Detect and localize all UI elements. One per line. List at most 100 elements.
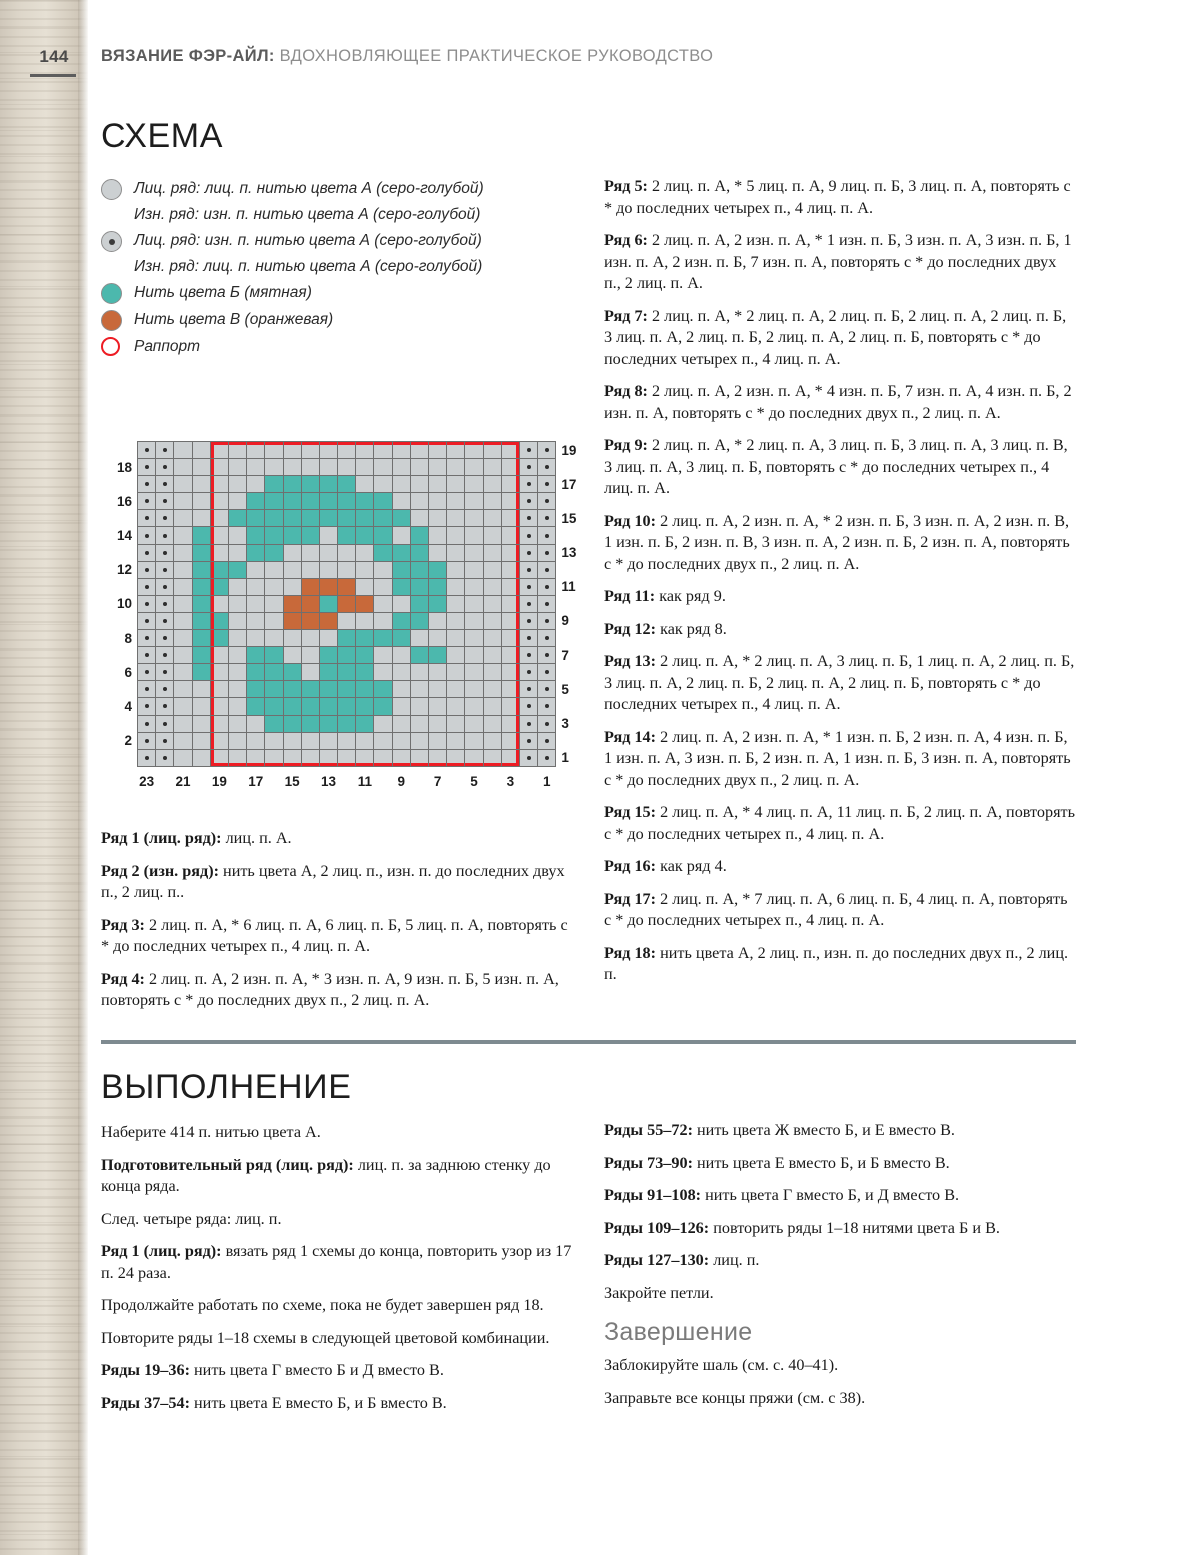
chart-cell	[173, 577, 193, 596]
instruction-text: 2 лиц. п. А, 2 изн. п. А, * 2 изн. п. Б,…	[604, 511, 1070, 573]
chart-cell	[136, 714, 157, 733]
instruction-paragraph: Наберите 414 п. нитью цвета А.	[101, 1122, 573, 1144]
chart-cell	[318, 560, 339, 579]
chart-cell	[282, 526, 302, 545]
chart-rows-right-column: Ряд 5: 2 лиц. п. А, * 5 лиц. п. А, 9 лиц…	[604, 176, 1076, 997]
chart-cell	[500, 577, 520, 596]
instruction-text: Продолжайте работать по схеме, пока не б…	[101, 1296, 544, 1314]
chart-cell	[482, 731, 502, 750]
chart-cell	[373, 697, 393, 716]
chart-cell	[500, 611, 520, 631]
page-edge-texture	[0, 0, 88, 1555]
instruction-paragraph: Ряд 7: 2 лиц. п. А, * 2 лиц. п. А, 2 лиц…	[604, 306, 1076, 371]
chart-cell	[518, 611, 539, 631]
chart-cell	[264, 509, 284, 528]
chart-cell	[446, 611, 466, 631]
chart-cell	[427, 440, 448, 460]
instruction-paragraph: Заправьте все концы пряжи (см. с 38).	[604, 1388, 1076, 1410]
chart-cell	[191, 646, 211, 665]
chart-column-label	[374, 766, 392, 793]
chart-cell	[282, 680, 302, 699]
chart-cell	[518, 526, 539, 545]
chart-cell	[355, 594, 375, 613]
chart-column-label: 19	[211, 774, 227, 790]
instruction-label: Подготовительный ряд (лиц. ряд):	[101, 1155, 354, 1174]
chart-cell	[173, 697, 193, 716]
chart-cell	[464, 611, 484, 631]
chart-cell	[227, 526, 248, 545]
chart-cell	[300, 492, 320, 511]
legend-row: Лиц. ряд: изн. п. нитью цвета А (серо-го…	[101, 228, 571, 280]
chart-cell	[136, 475, 157, 494]
chart-cell	[518, 663, 539, 682]
chart-cell	[409, 440, 430, 460]
chart-cell	[209, 697, 229, 716]
chart-cell	[409, 594, 430, 613]
chart-cell	[391, 697, 411, 716]
instruction-label: Ряд 12:	[604, 619, 657, 638]
chart-cell	[136, 611, 157, 631]
chart-cell	[209, 475, 229, 494]
chart-cell	[409, 748, 430, 767]
chart-cell	[264, 458, 284, 477]
chart-row: 3	[101, 714, 592, 733]
chart-cell	[282, 577, 302, 596]
chart-cell	[537, 543, 557, 562]
chart-cell	[191, 560, 211, 579]
chart-cell	[337, 629, 357, 648]
chart-cell	[209, 458, 229, 477]
chart-cell	[136, 492, 157, 511]
chart-cell	[391, 680, 411, 699]
chart-cell	[355, 475, 375, 494]
chart-column-label	[156, 766, 174, 793]
chart-row-label-left	[101, 715, 138, 732]
instruction-paragraph: Ряды 55–72: нить цвета Ж вместо Б, и Е в…	[604, 1120, 1076, 1142]
chart-cell	[209, 509, 229, 528]
chart-cell	[391, 663, 411, 682]
chart-cell	[464, 458, 484, 477]
chart-row-label-left: 10	[116, 596, 132, 612]
chart-cell	[537, 560, 557, 579]
chart-cell	[537, 458, 557, 477]
chart-row: 6	[101, 663, 592, 682]
chart-cell	[391, 458, 411, 477]
chart-cell	[300, 475, 320, 494]
chart-cell	[391, 629, 411, 648]
chart-cell	[282, 440, 302, 460]
chart-cell	[227, 577, 248, 596]
chart-cell	[136, 458, 157, 477]
chart-cell	[300, 646, 320, 665]
chart-cell	[282, 594, 302, 613]
chart-cell	[518, 577, 539, 596]
chart-cell	[227, 492, 248, 511]
chart-cell	[355, 577, 375, 596]
chart-cell	[136, 577, 157, 596]
chart-cell	[500, 714, 520, 733]
instruction-text: 2 лиц. п. А, * 2 лиц. п. А, 3 лиц. п. Б,…	[604, 436, 1068, 497]
chart-cell	[427, 526, 448, 545]
chart-cell	[300, 560, 320, 579]
chart-row-label-right	[556, 527, 593, 544]
chart-cell	[227, 646, 248, 665]
instruction-paragraph: Ряд 3: 2 лиц. п. А, * 6 лиц. п. А, 6 лиц…	[101, 915, 573, 958]
chart-column-label: 23	[139, 774, 155, 790]
instruction-label: Ряд 6:	[604, 231, 648, 249]
chart-cell	[337, 475, 357, 494]
chart-cell	[136, 680, 157, 699]
chart-cell	[300, 663, 320, 682]
instruction-label: Ряд 10:	[604, 511, 657, 530]
chart-cell	[409, 492, 430, 511]
chart-cell	[409, 577, 430, 596]
instruction-text: вязать ряд 1 схемы до конца, повторить у…	[101, 1242, 572, 1282]
chart-cell	[155, 731, 175, 750]
chart-cell	[155, 543, 175, 562]
chart-cell	[391, 731, 411, 750]
chart-row: 16	[101, 492, 592, 511]
chart-cell	[482, 594, 502, 613]
chart-cell	[318, 458, 339, 477]
instruction-paragraph: Ряд 9: 2 лиц. п. А, * 2 лиц. п. А, 3 лиц…	[604, 435, 1076, 500]
chart-row: 7	[101, 646, 592, 665]
chart-cell	[373, 663, 393, 682]
chart-cell	[191, 492, 211, 511]
chart-column-label: 13	[320, 774, 336, 790]
